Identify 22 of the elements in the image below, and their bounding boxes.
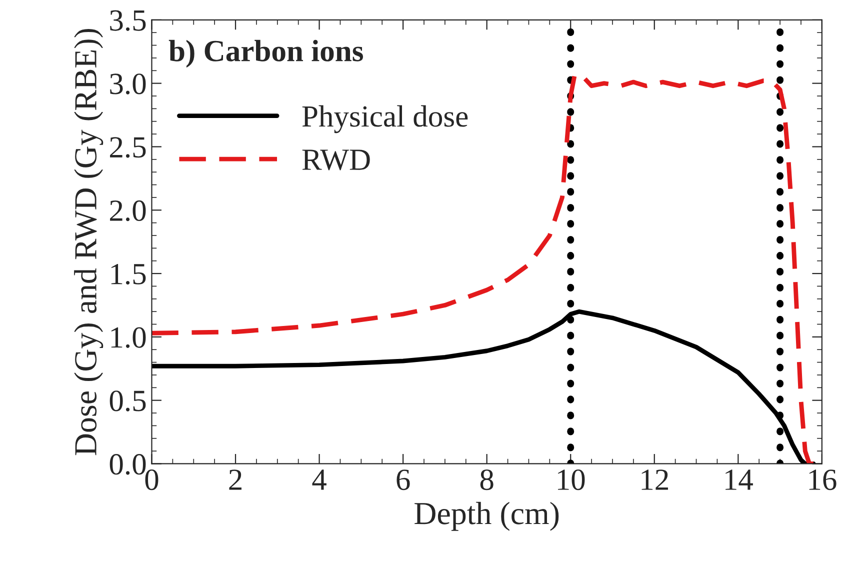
y-tick-label: 0.5 xyxy=(110,390,146,412)
x-tick-label: 12 xyxy=(642,470,668,490)
x-tick-label: 2 xyxy=(229,470,242,490)
y-tick-label: 3.0 xyxy=(110,74,146,94)
x-tick-label: 10 xyxy=(558,469,585,490)
x-tick-label: 8 xyxy=(480,469,494,490)
legend-label: Physical dose xyxy=(302,105,468,134)
y-tick-label: 2.0 xyxy=(110,200,146,222)
annotation: b) Carbon ions xyxy=(168,40,364,68)
x-tick-label: 14 xyxy=(726,470,753,490)
y-tick-label: 0.0 xyxy=(110,454,146,475)
x-tick-label: 4 xyxy=(312,470,326,490)
y-tick-label: 2.5 xyxy=(110,137,146,158)
x-tick-label: 16 xyxy=(809,470,836,490)
legend-label: RWD xyxy=(302,150,370,170)
x-tick-label: 6 xyxy=(396,470,410,490)
y-axis-title: Dose (Gy) and RWD (Gy (RBE)) xyxy=(74,28,104,456)
y-tick-label: 1.0 xyxy=(111,327,146,348)
y-tick-label: 3.5 xyxy=(110,10,146,31)
x-tick-label: 0 xyxy=(145,469,158,490)
x-axis-title: Depth (cm) xyxy=(414,502,559,531)
y-tick-label: 1.5 xyxy=(111,264,146,285)
